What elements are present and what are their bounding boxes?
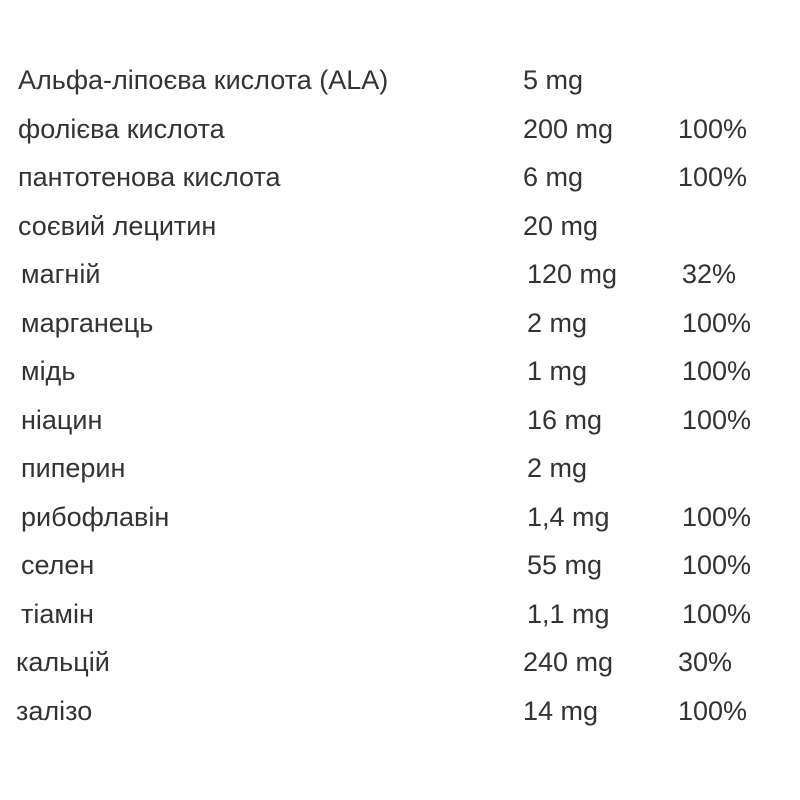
- table-row: залізо 14 mg 100%: [0, 687, 800, 735]
- ingredient-amount: 5 mg: [523, 65, 584, 95]
- ingredient-amount: 16 mg: [527, 404, 603, 435]
- ingredient-amount: 2 mg: [527, 307, 588, 338]
- ingredient-name: марганець: [21, 307, 154, 338]
- daily-value-percent: 100%: [678, 162, 748, 192]
- daily-value-percent: 100%: [678, 113, 748, 144]
- ingredient-amount: 1 mg: [527, 356, 588, 386]
- table-row: мідь 1 mg 100%: [0, 347, 800, 395]
- table-row: тіамін 1,1 mg 100%: [0, 590, 800, 638]
- daily-value-percent: 100%: [682, 598, 752, 629]
- ingredient-name: ніацин: [21, 404, 103, 435]
- ingredient-name: соєвий лецитин: [18, 210, 217, 241]
- ingredient-name: пантотенова кислота: [18, 162, 281, 192]
- ingredient-name: рибофлавін: [21, 501, 170, 532]
- ingredient-name: залізо: [16, 695, 93, 726]
- ingredient-name: тіамін: [21, 598, 94, 629]
- ingredient-amount: 14 mg: [523, 695, 599, 726]
- daily-value-percent: 30%: [678, 647, 733, 677]
- daily-value-percent: 100%: [682, 404, 752, 435]
- ingredient-name: кальцій: [16, 647, 110, 677]
- table-row: магній 120 mg 32%: [0, 250, 800, 298]
- daily-value-percent: 100%: [682, 550, 752, 580]
- ingredient-name: мідь: [21, 356, 76, 386]
- table-row: марганець 2 mg 100%: [0, 299, 800, 347]
- ingredient-name: фолієва кислота: [18, 113, 225, 144]
- ingredient-amount: 200 mg: [523, 113, 614, 144]
- table-row: рибофлавін 1,4 mg 100%: [0, 493, 800, 541]
- ingredient-amount: 2 mg: [527, 453, 588, 483]
- ingredient-amount: 20 mg: [523, 210, 599, 241]
- ingredient-name: магній: [21, 259, 101, 289]
- ingredient-amount: 1,1 mg: [527, 598, 610, 629]
- daily-value-percent: 100%: [682, 307, 752, 338]
- daily-value-percent: 100%: [682, 356, 752, 386]
- daily-value-percent: 32%: [682, 259, 737, 289]
- table-row: пантотенова кислота 6 mg 100%: [0, 153, 800, 201]
- table-row: пиперин 2 mg: [0, 444, 800, 492]
- ingredient-name: пиперин: [21, 453, 126, 483]
- table-row: Альфа-ліпоєва кислота (ALA) 5 mg: [0, 56, 800, 104]
- table-row: кальцій 240 mg 30%: [0, 638, 800, 686]
- ingredient-amount: 6 mg: [523, 162, 584, 192]
- ingredient-amount: 120 mg: [527, 259, 618, 289]
- table-row: селен 55 mg 100%: [0, 541, 800, 589]
- ingredient-amount: 240 mg: [523, 647, 614, 677]
- ingredient-name: селен: [21, 550, 95, 580]
- daily-value-percent: 100%: [678, 695, 748, 726]
- ingredient-amount: 55 mg: [527, 550, 603, 580]
- table-row: ніацин 16 mg 100%: [0, 396, 800, 444]
- table-row: соєвий лецитин 20 mg: [0, 202, 800, 250]
- ingredient-amount: 1,4 mg: [527, 501, 610, 532]
- table-row: фолієва кислота 200 mg 100%: [0, 105, 800, 153]
- daily-value-percent: 100%: [682, 501, 752, 532]
- ingredient-name: Альфа-ліпоєва кислота (ALA): [18, 65, 389, 95]
